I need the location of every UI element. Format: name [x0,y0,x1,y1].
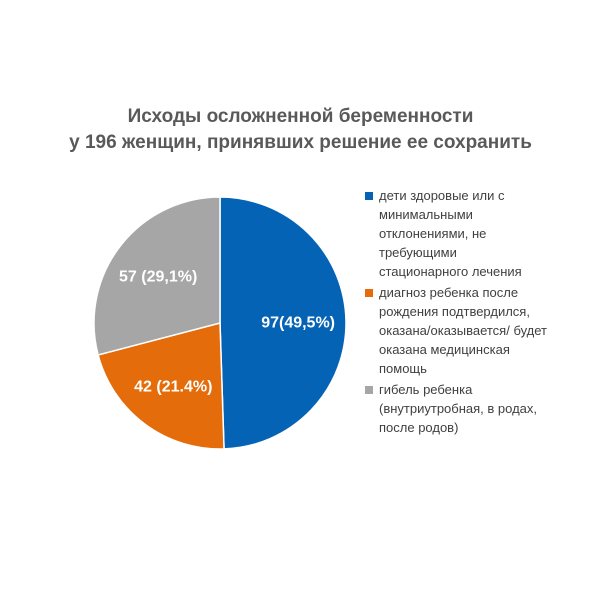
data-label-child-death: 57 (29,1%) [119,268,197,285]
chart-title: Исходы осложненной беременности у 196 же… [0,104,601,156]
data-label-diagnosis-confirmed: 42 (21.4%) [134,379,212,396]
data-label-healthy: 97(49,5%) [261,315,335,332]
legend-label-child-death: гибель ребенка (внутриутробная, в родах,… [379,382,538,435]
chart-title-line-1: Исходы осложненной беременности [127,106,474,127]
legend-label-healthy: дети здоровые или с минимальными отклоне… [379,188,522,279]
legend: дети здоровые или с минимальными отклоне… [365,186,565,439]
pie-slice-diagnosis-confirmed [97,322,225,450]
legend-label-diagnosis-confirmed: диагноз ребенка после рождения подтверди… [379,285,548,376]
pie-slice-child-death [93,196,221,356]
pie-slice-healthy [219,196,347,450]
legend-item-diagnosis-confirmed: диагноз ребенка после рождения подтверди… [365,283,565,378]
legend-item-healthy: дети здоровые или с минимальными отклоне… [365,186,565,281]
chart-title-line-2: у 196 женщин, принявших решение ее сохра… [69,132,532,153]
legend-swatch-diagnosis-confirmed [365,289,373,297]
legend-swatch-child-death [365,386,373,394]
legend-item-child-death: гибель ребенка (внутриутробная, в родах,… [365,380,565,437]
legend-swatch-healthy [365,192,373,200]
